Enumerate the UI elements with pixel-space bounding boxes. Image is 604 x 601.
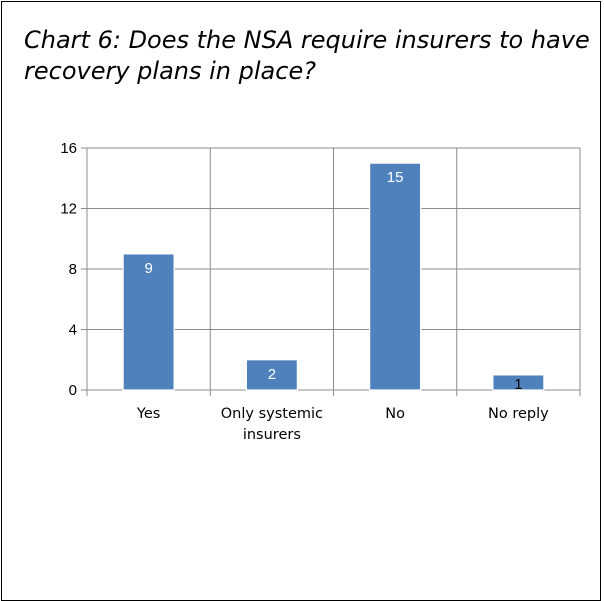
data-label: 1 <box>514 376 522 393</box>
x-tick-label: No reply <box>488 406 549 422</box>
data-label: 2 <box>268 366 276 383</box>
y-tick-label: 0 <box>69 382 77 399</box>
x-tick-label: insurers <box>243 427 301 443</box>
bar-chart: 0 4 8 12 16 9 Yes 2 Only systemic insurers 15 No 1 No… <box>60 140 581 443</box>
y-tick-label: 16 <box>60 140 77 157</box>
data-label: 15 <box>387 169 404 186</box>
bar <box>492 374 545 391</box>
x-tick-label: Yes <box>136 406 160 422</box>
x-tick-label: Only systemic <box>221 406 323 422</box>
chart-title: Chart 6: Does the NSA require insurers t… <box>24 26 590 85</box>
x-tick-label: No <box>385 406 405 422</box>
bar <box>122 253 175 391</box>
bar <box>245 359 298 391</box>
y-tick-label: 12 <box>60 201 77 218</box>
y-tick-label: 8 <box>69 261 77 278</box>
bar <box>369 162 422 391</box>
data-label: 9 <box>144 260 152 277</box>
y-tick-label: 4 <box>69 322 77 339</box>
